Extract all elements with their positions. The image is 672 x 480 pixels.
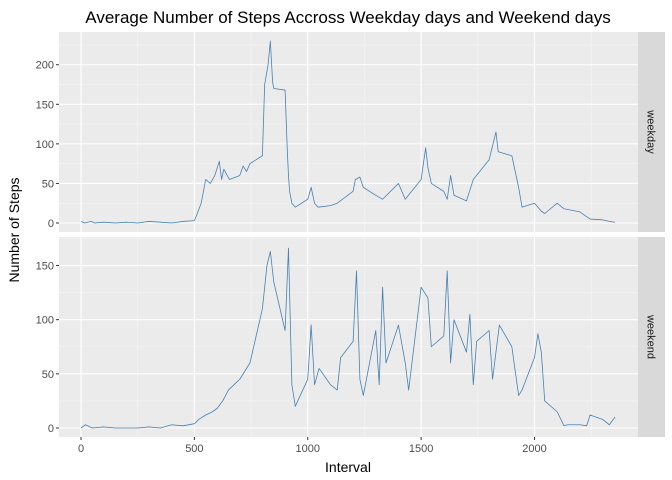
x-tick-label: 1500	[409, 443, 433, 455]
chart-title: Average Number of Steps Accross Weekday …	[85, 8, 610, 27]
series-line-weekend	[80, 247, 616, 429]
facet-panel-weekday: 0 50 100 150 200 weekday	[36, 32, 665, 232]
y-tick-label: 150	[36, 261, 54, 273]
facet-panels: 0 50 100 150 200 weekday 0 50 100 150 weekend 0 500 1…	[36, 32, 665, 455]
y-tick-label: 50	[42, 178, 54, 190]
facet-strip-label: weekday	[645, 109, 657, 154]
x-tick-label: 2000	[522, 443, 546, 455]
facet-strip	[638, 237, 665, 437]
panel-background	[59, 32, 638, 232]
y-tick-label: 100	[36, 139, 54, 151]
y-tick-label: 0	[48, 423, 54, 435]
x-tick-label: 500	[185, 443, 203, 455]
y-tick-label: 200	[36, 60, 54, 72]
x-tick-label: 0	[78, 443, 84, 455]
series-line-weekday	[80, 40, 616, 224]
y-tick-label: 50	[42, 369, 54, 381]
y-axis-title: Number of Steps	[6, 177, 22, 282]
facet-strip-label: weekend	[645, 314, 657, 359]
panel-background	[59, 237, 638, 437]
y-tick-label: 100	[36, 315, 54, 327]
x-axis-title: Interval	[325, 459, 371, 475]
facet-panel-weekend: 0 50 100 150 weekend 0 500 1000 1500 2000	[36, 237, 665, 455]
y-tick-label: 150	[36, 99, 54, 111]
facet-strip	[638, 32, 665, 232]
x-tick-label: 1000	[296, 443, 320, 455]
y-tick-label: 0	[48, 218, 54, 230]
